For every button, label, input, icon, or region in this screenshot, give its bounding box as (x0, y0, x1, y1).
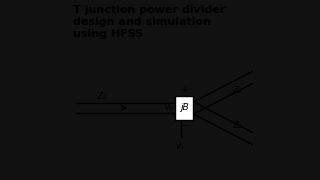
Bar (175, 96, 193, 120)
Text: Vᴵₙ: Vᴵₙ (176, 142, 185, 151)
Text: jB: jB (180, 103, 188, 112)
Text: Z₁: Z₁ (232, 86, 242, 95)
Text: +: + (181, 86, 187, 94)
Text: Z₀: Z₀ (96, 92, 106, 101)
Text: Z₂: Z₂ (232, 121, 242, 130)
Text: −: − (181, 122, 187, 130)
Text: V₀: V₀ (164, 103, 173, 112)
Text: T junction power divider
design and simulation
using HFSS: T junction power divider design and simu… (73, 5, 225, 39)
